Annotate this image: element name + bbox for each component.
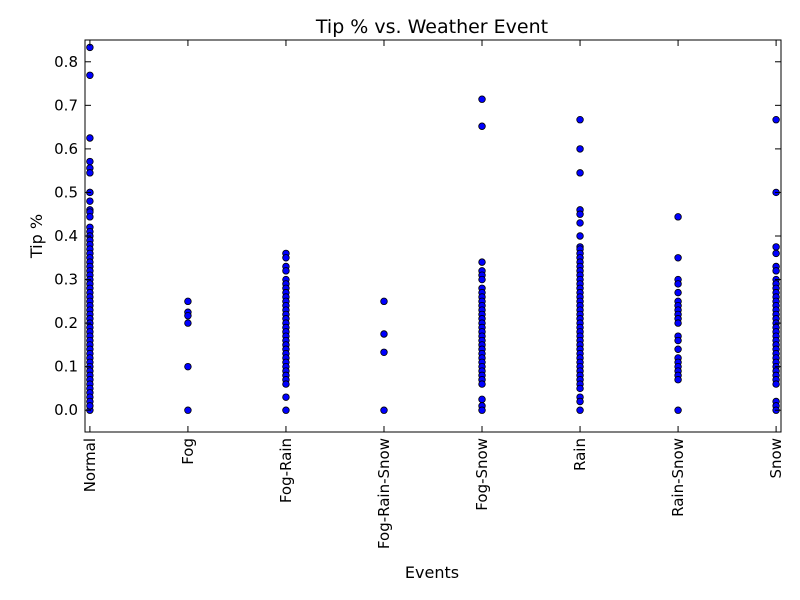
axis-ticks: 0.0 0.1 0.2 0.3 0.4 0.5 0.6 0.7 0.8 Normal Fog Fog-… [54,40,785,549]
data-point [86,134,94,142]
x-tick-label: Fog-Rain [277,438,295,503]
data-point [576,406,584,414]
data-point [184,406,192,414]
data-point [282,406,290,414]
x-tick-label: Rain [571,438,589,471]
x-tick-label: Normal [81,438,99,492]
data-point [282,393,290,401]
data-point [86,71,94,79]
data-point [674,376,682,384]
data-point [282,380,290,388]
data-point [478,95,486,103]
data-point [478,258,486,266]
y-tick-label: 0.6 [54,140,78,158]
data-point [576,116,584,124]
x-axis-label: Events [405,563,459,582]
x-tick-label: Fog-Snow [473,438,491,511]
data-point [380,406,388,414]
y-tick-label: 0.8 [54,53,78,71]
data-point [86,402,94,410]
y-tick-label: 0.3 [54,271,78,289]
x-tick-label: Rain-Snow [669,438,687,517]
data-point [576,384,584,393]
data-point [576,232,584,240]
data-point [576,145,584,153]
data-point [86,157,94,166]
chart-title: Tip % vs. Weather Event [315,16,548,38]
data-point [576,397,584,406]
data-point [380,348,388,356]
data-point [674,254,682,262]
plot-frame [84,39,782,433]
data-point [576,210,584,218]
data-point [86,197,94,205]
data-point [674,336,682,345]
data-point [478,380,486,388]
y-axis-label: Tip % [27,214,46,259]
data-point [772,380,780,388]
data-point [674,280,682,288]
data-point [184,319,192,327]
y-tick-label: 0.7 [54,96,78,114]
data-point [674,288,682,297]
y-tick-label: 0.4 [54,227,78,245]
data-point [772,249,780,258]
data-point [478,122,486,130]
data-point [576,219,584,227]
data-point [772,116,780,124]
data-point [184,362,192,371]
data-point [86,169,94,177]
data-points [86,43,780,414]
data-point [478,275,486,284]
data-point [576,169,584,177]
data-point [772,267,780,275]
data-point [674,406,682,414]
data-point [674,345,682,353]
data-point [86,213,94,221]
y-tick-label: 0.1 [54,358,78,376]
data-point [772,243,780,251]
x-tick-label: Snow [767,438,785,478]
x-tick-label: Fog-Rain-Snow [375,438,393,549]
data-point [674,213,682,221]
data-point [380,330,388,338]
data-point [282,254,290,262]
y-tick-label: 0.0 [54,401,78,419]
y-tick-label: 0.5 [54,183,78,201]
data-point [184,297,192,306]
data-point [282,267,290,275]
data-point [184,312,192,320]
data-point [478,395,486,404]
data-point [380,297,388,306]
data-point [674,319,682,327]
data-point [478,406,486,414]
x-tick-label: Fog [179,438,197,465]
y-tick-label: 0.2 [54,314,78,332]
